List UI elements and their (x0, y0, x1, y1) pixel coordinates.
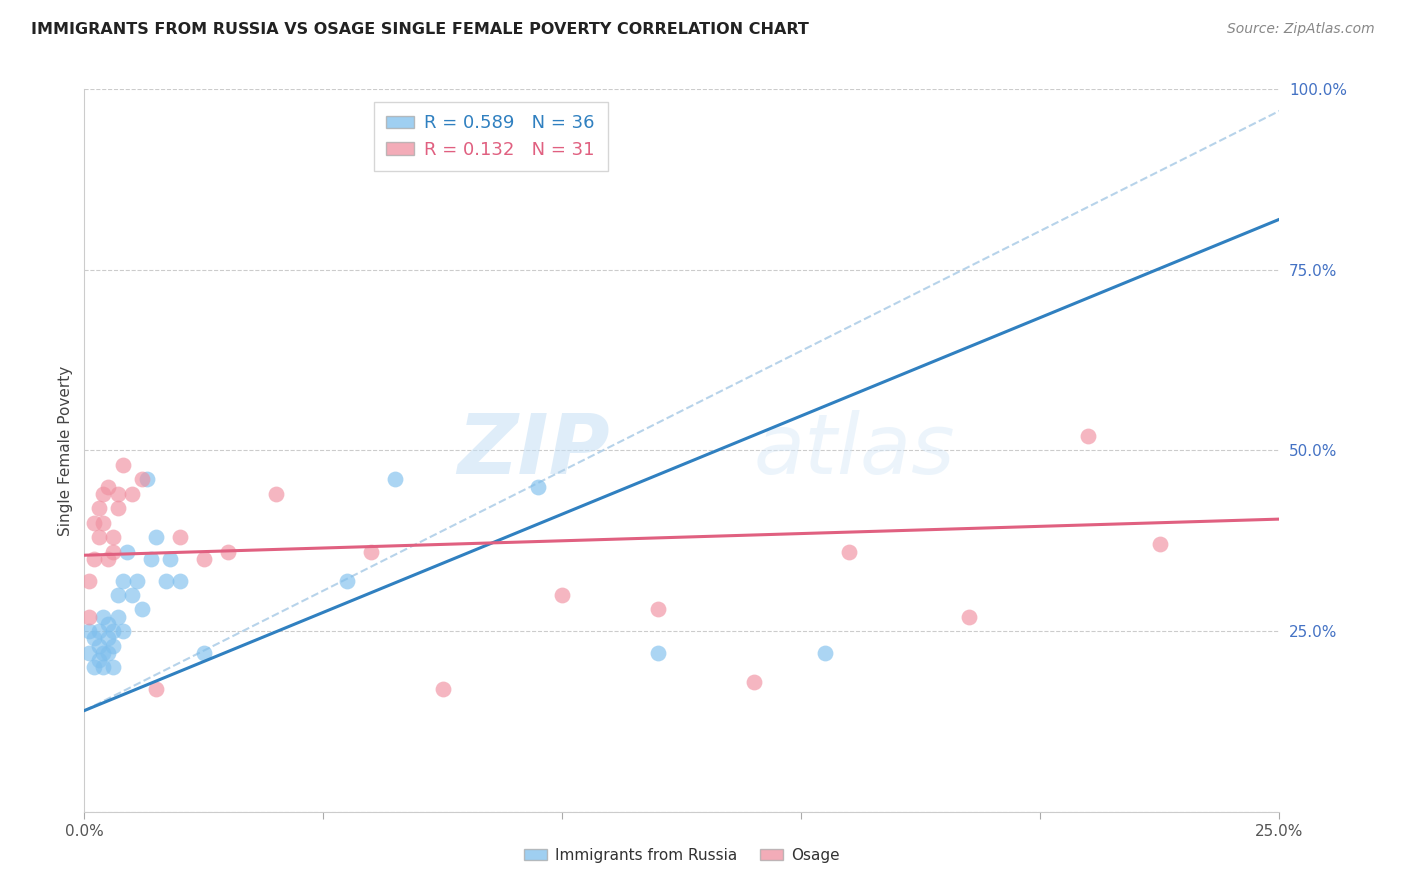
Point (97, 480, 120, 494)
Point (77, 646, 100, 660)
Point (101, 624, 124, 639)
Point (101, 639, 124, 653)
Text: Source: ZipAtlas.com: Source: ZipAtlas.com (1227, 22, 1375, 37)
Point (814, 646, 837, 660)
Point (384, 472, 406, 486)
Point (77, 609, 100, 624)
Point (83, 551, 105, 566)
Point (117, 544, 139, 558)
Point (169, 574, 191, 588)
Point (360, 544, 382, 558)
Point (551, 588, 574, 602)
Point (77, 624, 100, 639)
Point (101, 544, 124, 558)
Point (264, 487, 287, 501)
Point (193, 551, 215, 566)
Point (336, 574, 359, 588)
Point (121, 487, 143, 501)
Point (93, 609, 115, 624)
Point (87, 530, 110, 544)
Point (107, 501, 129, 516)
Point (121, 588, 143, 602)
Point (107, 487, 129, 501)
Point (93, 646, 115, 660)
Point (838, 544, 860, 558)
Point (131, 602, 153, 616)
Point (87, 639, 110, 653)
Point (1149, 537, 1171, 551)
Point (107, 609, 129, 624)
Point (111, 574, 134, 588)
Text: atlas: atlas (754, 410, 955, 491)
Point (159, 551, 181, 566)
Point (131, 472, 153, 486)
Point (111, 624, 134, 639)
Legend: Immigrants from Russia, Osage: Immigrants from Russia, Osage (519, 842, 845, 869)
Point (87, 501, 110, 516)
Point (93, 516, 115, 530)
Point (527, 480, 550, 494)
Point (135, 472, 157, 486)
Point (101, 530, 124, 544)
Point (742, 674, 765, 689)
Point (97, 632, 120, 646)
Point (87, 624, 110, 639)
Point (93, 660, 115, 674)
Point (107, 588, 129, 602)
Point (169, 530, 191, 544)
Point (83, 632, 105, 646)
Point (101, 660, 124, 674)
Point (1077, 429, 1099, 443)
Point (155, 574, 177, 588)
Point (125, 574, 148, 588)
Point (957, 609, 980, 624)
Point (97, 616, 120, 631)
Point (193, 646, 215, 660)
Y-axis label: Single Female Poverty: Single Female Poverty (58, 366, 73, 535)
Point (97, 551, 120, 566)
Point (145, 530, 167, 544)
Point (111, 458, 134, 472)
Point (83, 516, 105, 530)
Point (217, 544, 239, 558)
Point (647, 602, 669, 616)
Text: ZIP: ZIP (457, 410, 610, 491)
Point (432, 681, 454, 696)
Text: IMMIGRANTS FROM RUSSIA VS OSAGE SINGLE FEMALE POVERTY CORRELATION CHART: IMMIGRANTS FROM RUSSIA VS OSAGE SINGLE F… (31, 22, 808, 37)
Point (97, 646, 120, 660)
Point (141, 551, 163, 566)
Point (83, 660, 105, 674)
Point (77, 574, 100, 588)
Point (87, 653, 110, 667)
Point (93, 487, 115, 501)
Point (647, 646, 669, 660)
Point (145, 681, 167, 696)
